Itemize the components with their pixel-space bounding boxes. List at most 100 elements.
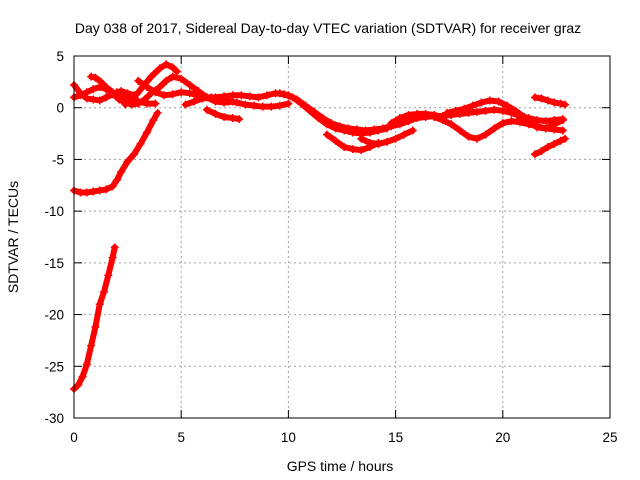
data-point (82, 360, 91, 369)
data-point (275, 101, 284, 110)
data-point (558, 126, 567, 135)
data-point (485, 96, 494, 105)
data-point (151, 88, 160, 97)
data-point (136, 139, 145, 148)
data-point (383, 137, 392, 146)
data-point (408, 126, 417, 135)
data-point (318, 114, 327, 123)
data-point (292, 95, 301, 104)
data-point (413, 109, 422, 118)
x-tick-label: 15 (388, 430, 403, 445)
data-point (100, 287, 109, 296)
data-point (151, 99, 160, 108)
data-point (443, 108, 452, 117)
y-tick-label: 5 (56, 49, 64, 64)
data-point (121, 100, 130, 109)
data-point (490, 124, 499, 133)
data-point (515, 114, 524, 123)
data-point (438, 116, 447, 125)
data-point (556, 99, 565, 108)
data-point (228, 114, 237, 123)
x-axis-label: GPS time / hours (287, 458, 394, 474)
data-point (87, 341, 96, 350)
data-point (374, 139, 383, 148)
data-point (168, 90, 177, 99)
data-point (211, 109, 220, 118)
y-tick-label: 0 (56, 101, 64, 116)
data-point (102, 185, 111, 194)
data-point (537, 147, 546, 156)
data-point (301, 101, 310, 110)
data-points (70, 60, 569, 394)
data-point (155, 83, 164, 92)
data-point (185, 80, 194, 89)
data-point (560, 100, 569, 109)
data-point (172, 67, 181, 76)
data-point (481, 106, 490, 115)
data-point (123, 157, 132, 166)
data-point (82, 88, 91, 97)
data-point (160, 91, 169, 100)
data-point (108, 89, 117, 98)
data-point (357, 146, 366, 155)
plot-frame (73, 55, 611, 419)
data-point (335, 122, 344, 131)
data-point (507, 117, 516, 126)
data-point (254, 93, 263, 102)
y-tick-label: -15 (44, 256, 64, 271)
data-point (310, 107, 319, 116)
data-point (185, 89, 194, 98)
data-point (162, 76, 171, 85)
y-tick-label: -30 (44, 411, 64, 426)
data-point (181, 100, 190, 109)
data-point (541, 117, 550, 126)
grid-lines (74, 56, 610, 418)
data-point (284, 91, 293, 100)
data-point (207, 93, 216, 102)
data-point (115, 95, 124, 104)
data-point (241, 100, 250, 109)
data-point (95, 83, 104, 92)
data-point (464, 132, 473, 141)
data-point (91, 73, 100, 82)
data-point (395, 114, 404, 123)
data-point (237, 91, 246, 100)
y-tick-label: -10 (44, 204, 64, 219)
data-point (95, 186, 104, 195)
y-tick-label: -5 (52, 152, 64, 167)
data-point (235, 115, 244, 124)
data-point (89, 187, 98, 196)
data-point (147, 72, 156, 81)
data-point (108, 253, 117, 262)
tick-labels: 0 5 10 15 20 25 -30 -25 -20 -15 -10 -5 0 5 (44, 49, 617, 445)
data-point (284, 99, 293, 108)
data-point (220, 113, 229, 122)
data-point (198, 94, 207, 103)
data-point (543, 143, 552, 152)
data-point (228, 91, 237, 100)
data-point (130, 150, 139, 159)
data-point (498, 119, 507, 128)
data-point (82, 188, 91, 197)
data-point (74, 380, 83, 389)
y-tick-label: -25 (44, 359, 64, 374)
data-point (202, 105, 211, 114)
y-axis-label: SDTVAR / TECUs (5, 181, 21, 293)
data-point (498, 106, 507, 115)
data-point (250, 101, 259, 110)
data-point (95, 96, 104, 105)
series-line-arc-15 (444, 97, 528, 121)
data-point (344, 124, 353, 133)
data-point (262, 91, 271, 100)
data-point (327, 119, 336, 128)
data-point (361, 126, 370, 135)
data-point (215, 95, 224, 104)
x-tick-label: 0 (70, 430, 78, 445)
data-point (142, 128, 151, 137)
data-point (267, 102, 276, 111)
data-point (490, 105, 499, 114)
data-point (494, 97, 503, 106)
data-point (162, 60, 171, 69)
data-point (110, 243, 119, 252)
